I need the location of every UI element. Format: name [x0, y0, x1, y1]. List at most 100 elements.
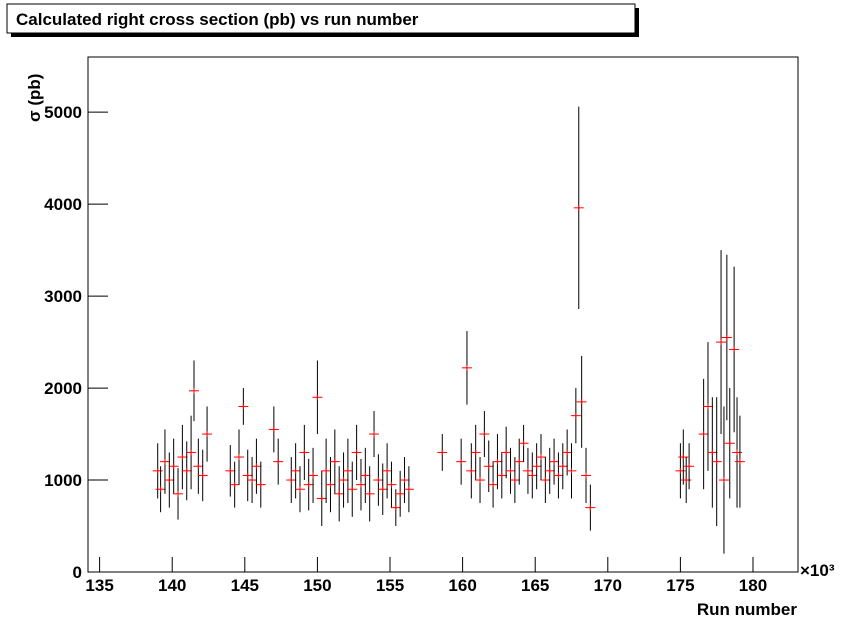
marker [386, 481, 397, 488]
marker [242, 472, 253, 479]
marker [553, 472, 564, 479]
marker [382, 467, 393, 474]
x-tick-label: 150 [303, 576, 331, 595]
marker [488, 481, 499, 488]
marker [325, 481, 336, 488]
marker [181, 467, 192, 474]
marker [492, 458, 503, 465]
marker [286, 477, 297, 484]
marker [173, 490, 184, 497]
marker [321, 467, 332, 474]
marker [351, 449, 362, 456]
marker [399, 477, 410, 484]
marker [316, 495, 327, 502]
marker [475, 477, 486, 484]
ticks: 135 140 145 150 155 160 165 170 175 180 0 1000 2000 3… [44, 103, 767, 595]
marker [557, 463, 568, 470]
x-tick-label: 175 [666, 576, 694, 595]
x-axis-title: Run number [697, 600, 797, 619]
marker [364, 490, 375, 497]
marker [355, 481, 366, 488]
marker [721, 334, 732, 341]
marker [678, 454, 689, 461]
marker [164, 477, 175, 484]
marker [509, 477, 520, 484]
marker [496, 472, 507, 479]
marker [456, 458, 467, 465]
marker [562, 449, 573, 456]
marker [734, 458, 745, 465]
marker [268, 426, 279, 433]
x-tick-label: 145 [231, 576, 259, 595]
marker [437, 449, 448, 456]
marker [549, 458, 560, 465]
marker [329, 458, 340, 465]
marker [229, 481, 240, 488]
marker [466, 467, 477, 474]
marker [729, 346, 740, 353]
marker [505, 467, 516, 474]
x-tick-label: 170 [594, 576, 622, 595]
x-tick-label: 140 [158, 576, 186, 595]
marker [202, 431, 213, 438]
marker [581, 472, 592, 479]
y-tick-label: 0 [73, 563, 82, 582]
marker [576, 398, 587, 405]
marker [531, 463, 542, 470]
marker [540, 477, 551, 484]
marker [188, 387, 199, 394]
marker [483, 463, 494, 470]
marker [501, 449, 512, 456]
x-tick-label: 180 [739, 576, 767, 595]
marker [238, 403, 249, 410]
marker [186, 449, 197, 456]
y-tick-label: 1000 [44, 471, 82, 490]
marker [675, 467, 686, 474]
plot-frame [87, 56, 799, 573]
marker [251, 463, 262, 470]
marker [716, 339, 727, 346]
marker [159, 458, 170, 465]
marker [197, 472, 208, 479]
marker [395, 490, 406, 497]
marker [461, 364, 472, 371]
y-tick-label: 3000 [44, 287, 82, 306]
marker [681, 477, 692, 484]
marker [342, 467, 353, 474]
marker [290, 467, 301, 474]
marker [536, 454, 547, 461]
marker [707, 449, 718, 456]
marker [155, 486, 166, 493]
marker [570, 412, 581, 419]
marker [373, 477, 384, 484]
y-tick-label: 4000 [44, 195, 82, 214]
marker [247, 477, 258, 484]
marker [702, 403, 713, 410]
marker [684, 463, 695, 470]
marker [544, 467, 555, 474]
marker [225, 467, 236, 474]
marker [234, 454, 245, 461]
marker [377, 486, 388, 493]
marker [334, 490, 345, 497]
y-tick-label: 2000 [44, 379, 82, 398]
x-multiplier: ×10³ [800, 561, 835, 580]
marker [390, 504, 401, 511]
marker [152, 467, 163, 474]
marker [369, 431, 380, 438]
marker [338, 477, 349, 484]
marker [698, 431, 709, 438]
x-tick-label: 165 [521, 576, 549, 595]
marker [514, 458, 525, 465]
marker [718, 477, 729, 484]
marker [479, 431, 490, 438]
marker [255, 481, 266, 488]
marks [152, 106, 745, 554]
marker [585, 504, 596, 511]
marker [566, 467, 577, 474]
marker [711, 458, 722, 465]
marker [168, 463, 179, 470]
x-tick-label: 155 [376, 576, 404, 595]
marker [312, 394, 323, 401]
